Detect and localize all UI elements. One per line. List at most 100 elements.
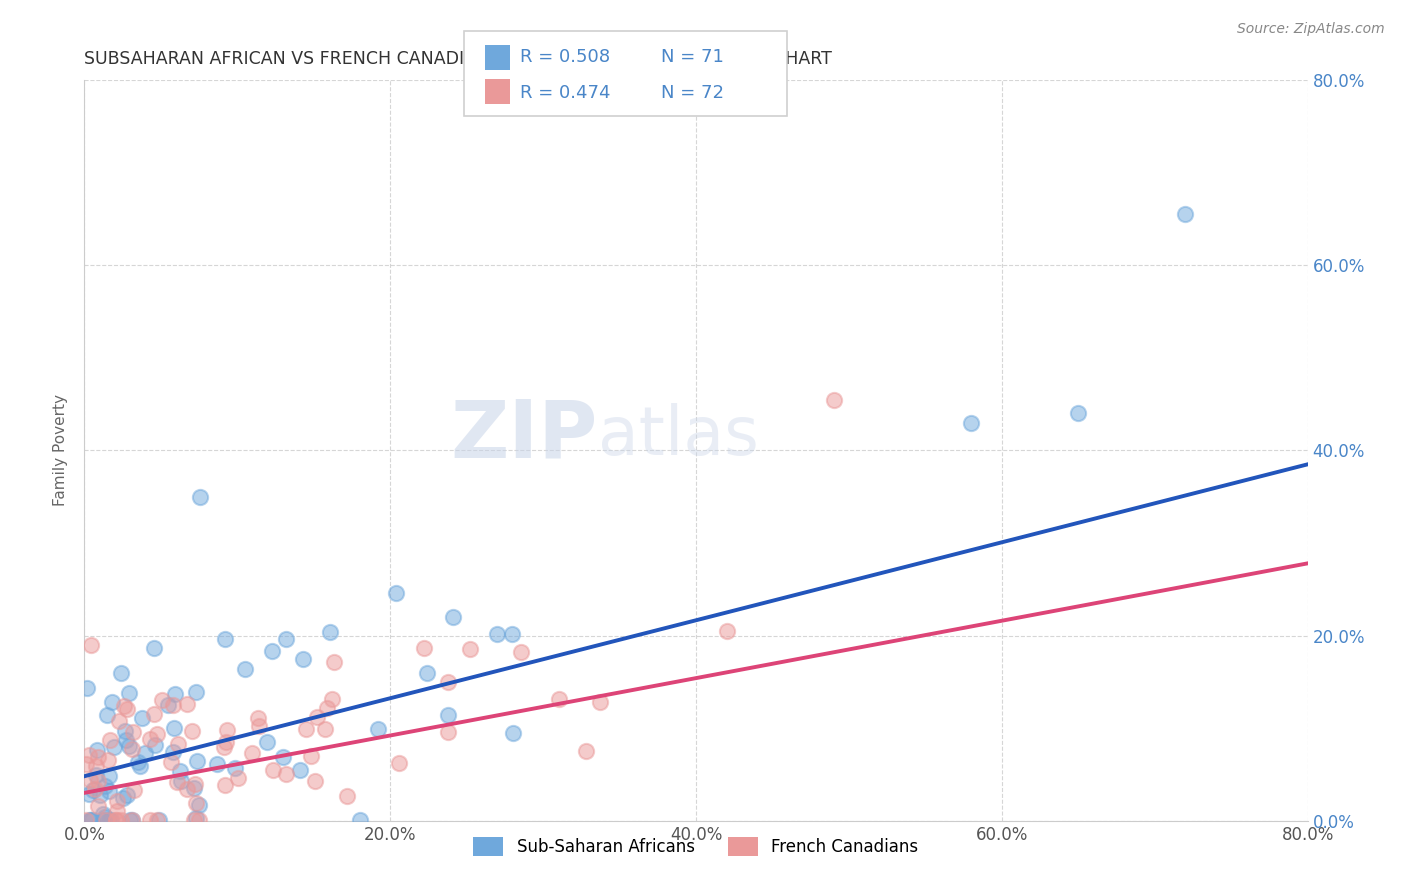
French Canadians [105,805,128,819]
Sub-Saharan Africans [97,813,120,827]
French Canadians [180,724,202,739]
Sub-Saharan Africans [262,644,284,658]
French Canadians [84,758,107,772]
Sub-Saharan Africans [118,686,141,700]
Sub-Saharan Africans [82,782,104,797]
French Canadians [146,726,169,740]
French Canadians [105,813,128,827]
Sub-Saharan Africans [127,755,149,769]
French Canadians [110,813,132,827]
French Canadians [437,675,460,690]
Sub-Saharan Africans [1067,407,1090,421]
French Canadians [87,750,110,764]
Sub-Saharan Africans [271,750,294,764]
Sub-Saharan Africans [1174,207,1197,221]
Text: R = 0.508: R = 0.508 [520,48,610,66]
Sub-Saharan Africans [112,791,135,805]
French Canadians [77,747,100,762]
French Canadians [80,638,103,652]
French Canadians [138,813,160,827]
Sub-Saharan Africans [86,743,108,757]
Sub-Saharan Africans [165,687,187,701]
Sub-Saharan Africans [100,695,122,709]
Sub-Saharan Africans [349,813,371,827]
French Canadians [87,773,110,788]
Text: N = 72: N = 72 [661,84,724,102]
French Canadians [84,782,107,797]
Sub-Saharan Africans [188,490,211,504]
Sub-Saharan Africans [290,763,312,777]
French Canadians [121,742,143,756]
French Canadians [159,755,181,769]
French Canadians [75,757,97,772]
French Canadians [589,695,612,709]
Sub-Saharan Africans [143,738,166,752]
French Canadians [314,722,336,736]
Text: ZIP: ZIP [451,397,598,475]
French Canadians [121,813,143,827]
French Canadians [104,813,127,827]
Sub-Saharan Africans [224,761,246,775]
Sub-Saharan Africans [170,773,193,788]
French Canadians [458,642,481,657]
French Canadians [176,698,198,712]
French Canadians [108,714,131,729]
French Canadians [215,723,238,738]
French Canadians [388,756,411,770]
Y-axis label: Family Poverty: Family Poverty [53,394,69,507]
Sub-Saharan Africans [319,625,342,640]
French Canadians [97,753,120,767]
Sub-Saharan Africans [98,768,121,782]
French Canadians [307,709,329,723]
French Canadians [188,813,211,827]
French Canadians [246,710,269,724]
French Canadians [214,735,236,749]
Sub-Saharan Africans [100,813,122,827]
French Canadians [315,701,337,715]
Sub-Saharan Africans [114,723,136,738]
Sub-Saharan Africans [156,698,179,712]
French Canadians [167,737,190,751]
French Canadians [242,747,264,761]
French Canadians [98,733,121,747]
French Canadians [176,781,198,796]
French Canadians [146,813,169,827]
French Canadians [304,773,326,788]
Sub-Saharan Africans [485,627,508,641]
French Canadians [509,645,531,659]
Sub-Saharan Africans [148,813,170,827]
Text: atlas: atlas [598,402,759,468]
Sub-Saharan Africans [187,798,209,813]
French Canadians [295,723,318,737]
French Canadians [716,624,738,638]
Sub-Saharan Africans [437,708,460,723]
Sub-Saharan Africans [207,756,229,771]
Sub-Saharan Africans [91,807,114,822]
Sub-Saharan Africans [118,739,141,753]
French Canadians [226,772,249,786]
Sub-Saharan Africans [186,754,208,768]
French Canadians [823,392,845,407]
Sub-Saharan Africans [134,746,156,760]
French Canadians [150,692,173,706]
Sub-Saharan Africans [91,813,114,827]
Sub-Saharan Africans [103,739,125,754]
French Canadians [114,699,136,714]
Text: SUBSAHARAN AFRICAN VS FRENCH CANADIAN FAMILY POVERTY CORRELATION CHART: SUBSAHARAN AFRICAN VS FRENCH CANADIAN FA… [84,50,832,68]
Sub-Saharan Africans [501,626,523,640]
French Canadians [79,772,101,787]
Sub-Saharan Africans [115,733,138,747]
Sub-Saharan Africans [235,662,257,676]
Sub-Saharan Africans [89,788,111,802]
French Canadians [336,789,359,803]
French Canadians [122,725,145,739]
French Canadians [94,813,117,827]
French Canadians [247,719,270,733]
Sub-Saharan Africans [183,780,205,795]
Sub-Saharan Africans [441,609,464,624]
Sub-Saharan Africans [276,632,298,646]
French Canadians [115,702,138,716]
French Canadians [87,799,110,814]
Sub-Saharan Africans [385,586,408,600]
Sub-Saharan Africans [502,726,524,740]
